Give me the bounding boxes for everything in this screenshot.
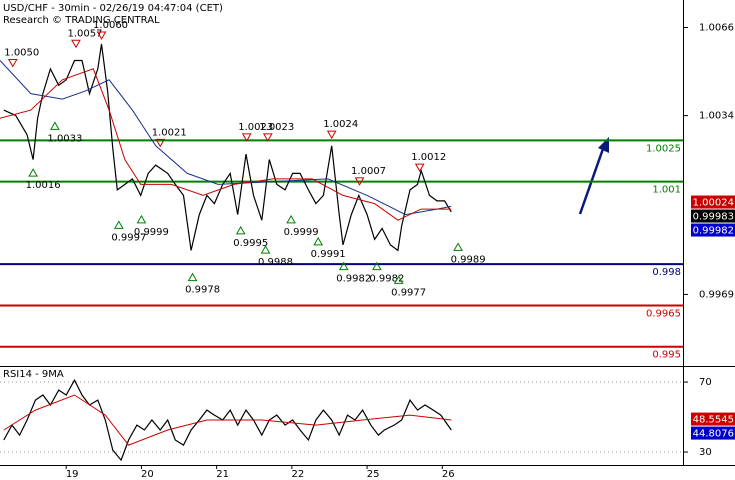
signal-label: 0.9995 [233,238,268,249]
x-tick-label: 19 [66,469,79,480]
signal-triangle [326,130,337,140]
series-line [3,394,452,446]
signal-triangle [371,261,382,271]
price-label: 0.99983 [693,212,734,223]
level-label: 1.0025 [646,143,681,154]
chart-subtitle: Research © TRADING CENTRAL [3,15,160,26]
signal-label: 1.0057 [67,28,102,39]
signal-triangle [354,177,365,186]
signal-triangle [262,133,273,142]
signal-label: 1.0023 [238,122,273,133]
signal-label: 1.0060 [93,20,128,31]
price-label-box [691,195,735,209]
signal-label: 0.9988 [258,257,293,268]
price-label-box [691,426,735,440]
signal-label: 0.9982 [369,274,404,285]
price-label: 44.8076 [693,429,734,440]
signal-label: 0.9978 [185,285,220,296]
x-tick-label: 26 [442,469,455,480]
signal-triangle [71,39,81,49]
signal-triangle [155,138,166,148]
rsi-title: RSI14 - 9MA [3,369,64,380]
forecast-arrow [578,145,606,215]
series-line [3,378,452,462]
level-label: 0.998 [652,267,681,278]
price-label-box [691,412,735,426]
signal-triangle [338,261,349,271]
series-line [0,68,452,221]
signal-triangle [241,133,252,142]
signal-triangle [453,242,463,251]
y-tick-label: 1.0066 [699,23,734,34]
signal-triangle [7,59,18,68]
signal-label: 0.9991 [311,249,346,260]
y-tick-label: 0.9969 [699,289,734,300]
signal-label: 1.0024 [323,119,358,130]
y-tick-label: 70 [699,377,712,388]
signal-triangle [235,225,246,235]
x-tick-label: 20 [141,469,154,480]
signal-label: 1.0021 [152,127,187,138]
price-label-box [691,223,735,237]
price-label-box [691,209,735,223]
signal-triangle [113,220,124,229]
signal-triangle [28,168,38,177]
signal-triangle [286,214,296,224]
price-label: 0.99982 [693,226,734,237]
signal-label: 1.0033 [47,133,82,144]
series-line [0,60,452,216]
signal-label: 1.0050 [4,48,39,59]
level-label: 1.001 [652,185,681,196]
signal-label: 1.0012 [411,152,446,163]
signal-triangle [96,31,107,41]
level-label: 0.995 [652,350,681,361]
y-tick-label: 1.0034 [699,111,734,122]
signal-label: 0.9997 [111,232,146,243]
signal-triangle [393,275,404,284]
x-tick-label: 22 [291,469,304,480]
level-label: 0.9965 [646,308,681,319]
signal-label: 1.0007 [351,166,386,177]
signal-label: 0.9982 [336,274,371,285]
y-tick-label: 30 [699,447,712,458]
chart-title: USD/CHF - 30min - 02/26/19 04:47:04 (CET… [3,3,223,14]
series-line [3,43,452,252]
price-label: 48.5545 [693,415,734,426]
signal-label: 1.0023 [259,122,294,133]
signal-label: 0.9977 [391,287,426,298]
signal-triangle [260,245,271,254]
signal-triangle [136,214,147,224]
x-tick-label: 21 [216,469,229,480]
signal-triangle [187,272,198,282]
signal-label: 0.9989 [451,254,486,265]
x-tick-label: 25 [367,469,380,480]
signal-triangle [414,163,425,173]
price-label: 1.00024 [693,198,734,209]
signal-label: 0.9999 [134,227,169,238]
signal-label: 0.9999 [284,227,319,238]
signal-triangle [313,236,324,246]
signal-label: 1.0016 [26,180,61,191]
signal-triangle [50,121,60,130]
